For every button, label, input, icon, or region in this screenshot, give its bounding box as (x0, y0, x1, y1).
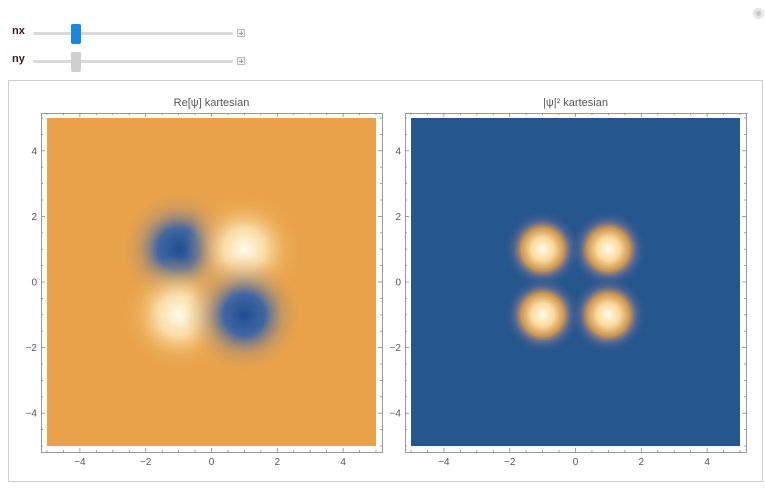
plot-frame (405, 113, 747, 453)
y-tick-label: −4 (26, 409, 38, 420)
ny-expand-icon[interactable] (237, 57, 245, 65)
y-tick-label: −2 (390, 343, 402, 354)
y-tick-label: −2 (26, 343, 38, 354)
heatmap-lobe (503, 210, 582, 288)
output-panel: Re[ψ] kartesian −4 −2 0 2 4 −4 −2 0 2 4 |ψ|² kartes… (8, 80, 763, 482)
y-tick-label: 2 (395, 212, 401, 223)
heatmap-lobe (569, 210, 648, 288)
x-tick-label: −4 (438, 457, 450, 468)
y-tick-label: −4 (390, 409, 402, 420)
y-tick-label: 4 (395, 146, 401, 157)
gear-icon[interactable] (753, 8, 764, 19)
x-tick-label: 2 (275, 457, 281, 468)
plot-frame (41, 113, 383, 453)
y-tick-label: 2 (31, 212, 37, 223)
heatmap-lobe (503, 276, 582, 354)
x-tick-label: −4 (74, 457, 86, 468)
nx-control: nx (0, 24, 260, 44)
x-tick-label: −2 (140, 457, 152, 468)
heatmap-background (411, 118, 740, 446)
nx-slider-thumb[interactable] (71, 24, 81, 44)
plot-title: Re[ψ] kartesian (174, 97, 250, 109)
plot-psi-squared: |ψ|² kartesian −4 −2 0 2 4 −4 −2 0 2 4 (390, 97, 747, 468)
y-tick-label: 0 (31, 278, 37, 289)
nx-slider[interactable] (33, 24, 233, 44)
ny-control: ny (0, 52, 260, 72)
x-tick-label: 0 (573, 457, 579, 468)
plot-title: |ψ|² kartesian (543, 97, 608, 109)
x-tick-label: 4 (340, 457, 346, 468)
y-tick-label: 0 (395, 278, 401, 289)
x-tick-label: 2 (639, 457, 645, 468)
x-tick-label: 0 (209, 457, 215, 468)
heatmap-lobe (569, 276, 648, 354)
nx-label: nx (12, 25, 25, 37)
y-tick-label: 4 (31, 146, 37, 157)
heatmap-lobe (185, 255, 304, 375)
x-tick-label: −2 (504, 457, 516, 468)
plot-re-psi: Re[ψ] kartesian −4 −2 0 2 4 −4 −2 0 2 4 (26, 97, 383, 468)
ny-slider[interactable] (33, 52, 233, 72)
nx-expand-icon[interactable] (237, 29, 245, 37)
ny-label: ny (12, 53, 25, 65)
ny-slider-thumb[interactable] (71, 52, 81, 72)
x-tick-label: 4 (704, 457, 710, 468)
